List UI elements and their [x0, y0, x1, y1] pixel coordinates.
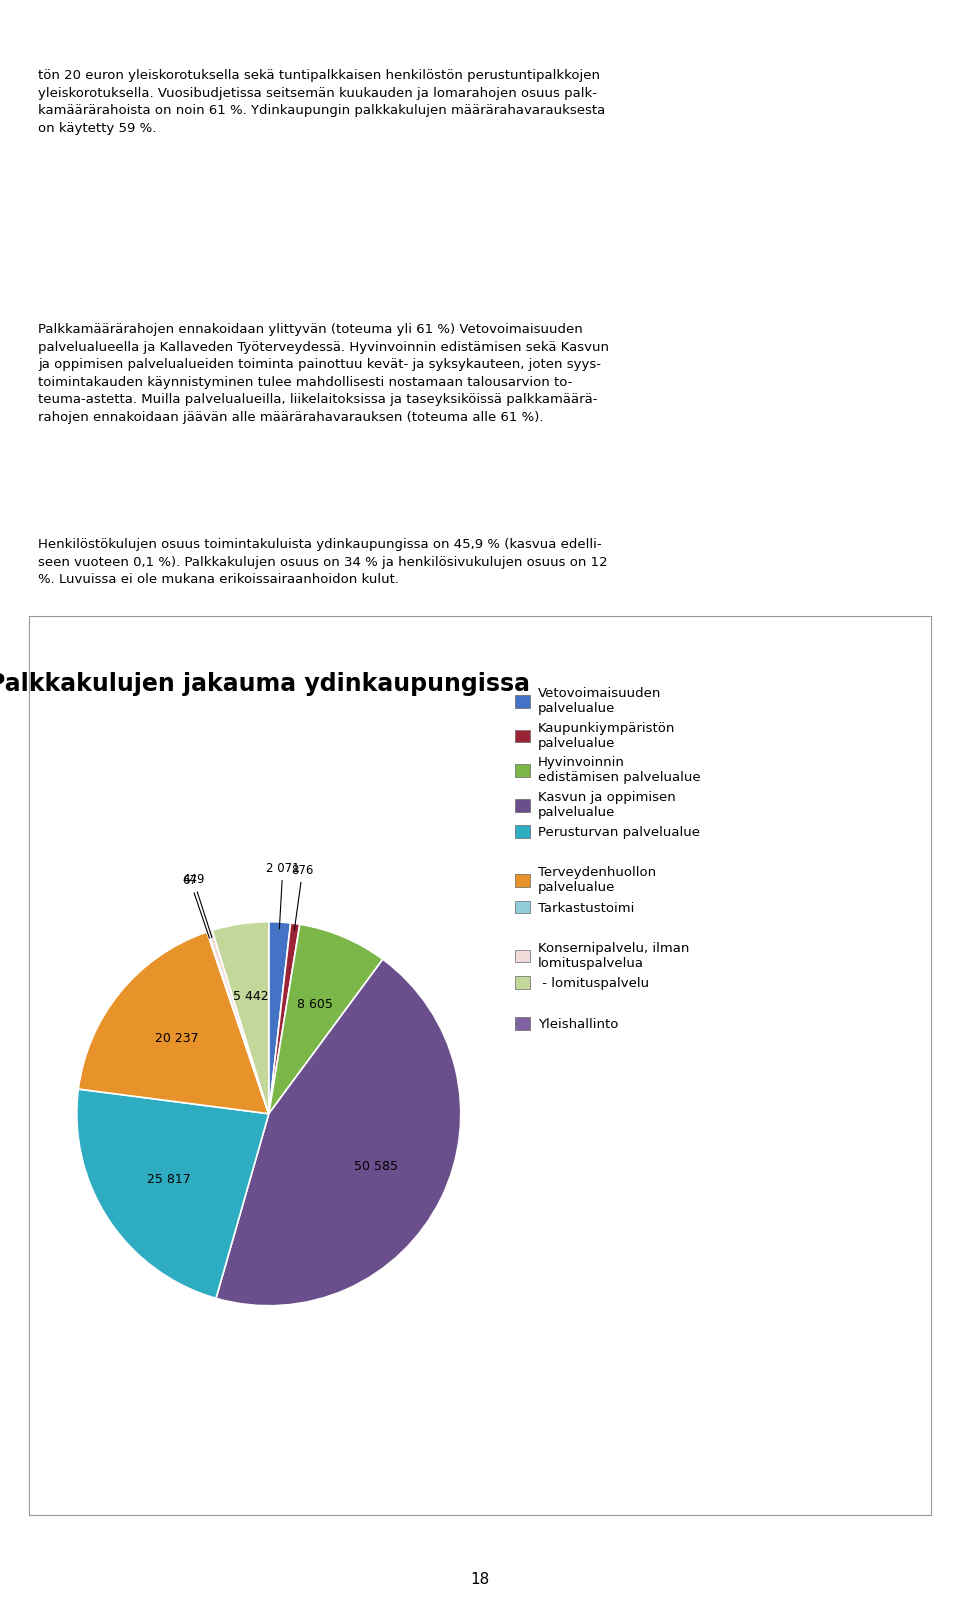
Text: Henkilöstökulujen osuus toimintakuluista ydinkaupungissa on 45,9 % (kasvua edell: Henkilöstökulujen osuus toimintakuluista…: [38, 538, 608, 586]
Wedge shape: [212, 922, 269, 1115]
Wedge shape: [207, 930, 269, 1115]
Wedge shape: [77, 1089, 269, 1298]
Wedge shape: [269, 922, 291, 1115]
Text: 50 585: 50 585: [353, 1160, 397, 1173]
Text: Palkkamäärärahojen ennakoidaan ylittyvän (toteuma yli 61 %) Vetovoimaisuuden
pal: Palkkamäärärahojen ennakoidaan ylittyvän…: [38, 324, 610, 424]
Text: tön 20 euron yleiskorotuksella sekä tuntipalkkaisen henkilöstön perustuntipalkko: tön 20 euron yleiskorotuksella sekä tunt…: [38, 70, 606, 134]
Text: 2 071: 2 071: [266, 862, 300, 928]
Wedge shape: [216, 959, 461, 1306]
Text: 20 237: 20 237: [155, 1032, 199, 1045]
Legend: Vetovoimaisuuden
palvelualue, Kaupunkiympäristön
palvelualue, Hyvinvoinnin
edist: Vetovoimaisuuden palvelualue, Kaupunkiym…: [513, 684, 703, 1034]
Text: 18: 18: [470, 1571, 490, 1588]
Wedge shape: [207, 931, 269, 1115]
Wedge shape: [269, 925, 383, 1115]
Text: 67: 67: [182, 875, 209, 938]
Text: 449: 449: [182, 873, 212, 938]
Text: 8 605: 8 605: [297, 998, 333, 1011]
Wedge shape: [79, 931, 269, 1115]
Text: 25 817: 25 817: [148, 1173, 191, 1186]
Wedge shape: [269, 923, 300, 1115]
Text: Palkkakulujen jakauma ydinkaupungissa: Palkkakulujen jakauma ydinkaupungissa: [0, 672, 530, 697]
Text: 5 442: 5 442: [233, 990, 269, 1003]
Text: 876: 876: [292, 863, 314, 930]
